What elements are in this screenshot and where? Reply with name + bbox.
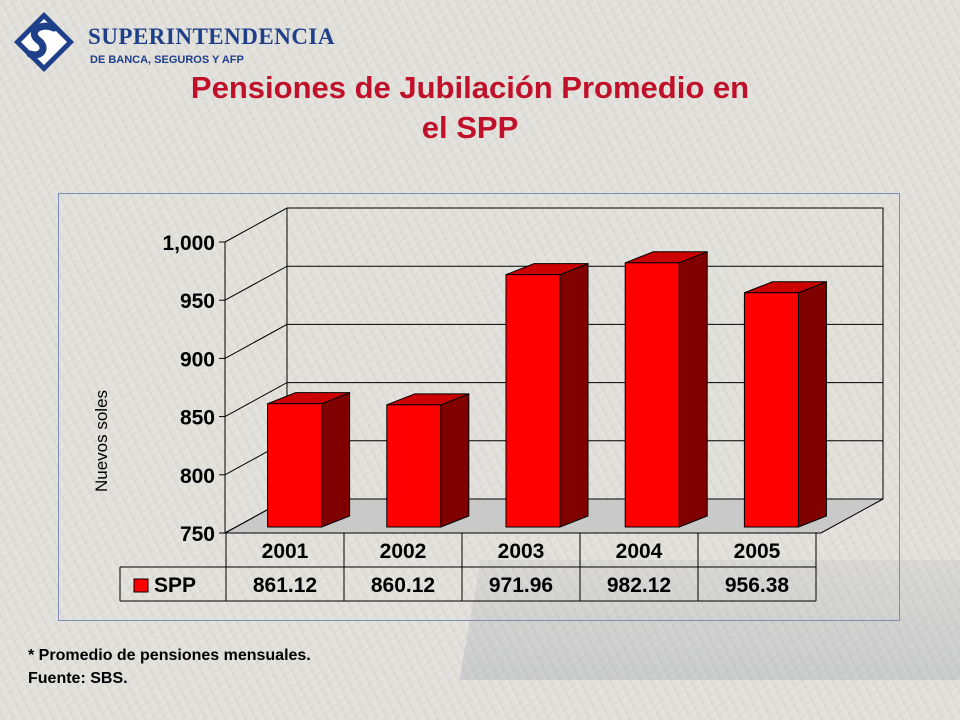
data-label: 861.12: [253, 574, 317, 597]
bar: [624, 262, 680, 528]
footnote-note: * Promedio de pensiones mensuales.: [28, 647, 311, 664]
bar-side: [797, 281, 827, 528]
chart-title-line-1: Pensiones de Jubilación Promedio en: [190, 70, 750, 105]
data-label: 956.38: [725, 574, 790, 597]
legend-label: SPP: [154, 574, 196, 597]
gridline: [224, 207, 883, 243]
chart-panel: [58, 193, 900, 621]
brand-name: SUPERINTENDENCIA: [88, 24, 335, 49]
y-axis-label: Nuevos soles: [92, 390, 111, 492]
x-tick-label: 2005: [734, 540, 781, 563]
legend-swatch: [133, 578, 149, 593]
y-tick-label: 800: [180, 465, 215, 488]
bar-chart: 750 800 850 900 950 1,000 Nuevos soles 2001 861.…: [92, 207, 884, 602]
bar: [743, 292, 799, 528]
x-tick-label: 2003: [498, 540, 545, 563]
y-tick-label: 850: [180, 407, 215, 430]
bar: [267, 403, 323, 528]
chart-title: Pensiones de Jubilación Promedio en el S…: [70, 68, 870, 148]
chart-title-line-2: el SPP: [421, 110, 519, 145]
brand-subtitle: DE BANCA, SEGUROS Y AFP: [90, 54, 244, 66]
sbs-logo: SUPERINTENDENCIA DE BANCA, SEGUROS Y AFP: [10, 10, 334, 74]
y-tick-label: 900: [180, 348, 215, 371]
y-tick-label: 1,000: [162, 232, 215, 255]
data-label: 971.96: [489, 574, 553, 597]
bar: [505, 274, 561, 528]
y-tick-label: 750: [180, 523, 215, 546]
sbs-emblem-icon: [14, 12, 74, 72]
bar-side: [321, 391, 351, 528]
bar: [386, 404, 442, 528]
y-tick-label: 950: [180, 290, 215, 313]
footnote-source: Fuente: SBS.: [28, 670, 128, 687]
bar-side: [559, 262, 589, 528]
x-tick-label: 2002: [380, 540, 427, 563]
x-tick-label: 2001: [262, 540, 309, 563]
x-tick-label: 2004: [616, 540, 663, 563]
bar-side: [678, 251, 708, 528]
data-label: 860.12: [371, 574, 435, 597]
data-label: 982.12: [607, 574, 671, 597]
bar-side: [440, 393, 470, 528]
